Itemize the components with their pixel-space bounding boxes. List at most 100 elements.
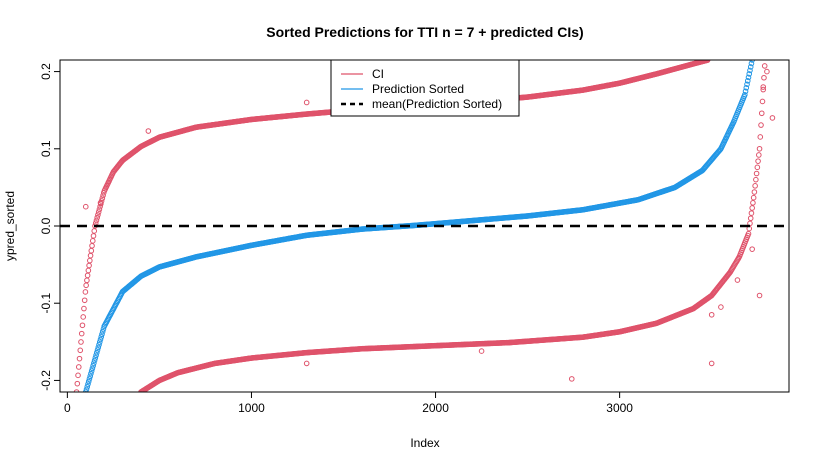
data-point [750,194,757,201]
outlier-point [303,99,310,106]
y-tick-label: 0.2 [39,63,53,80]
data-point [76,355,83,362]
data-point [74,380,81,387]
data-point [97,203,103,210]
y-tick-label: 0.0 [39,217,53,234]
series-prediction_sorted [82,60,755,392]
data-point [93,217,100,224]
data-point [758,110,765,117]
data-point [747,67,753,74]
data-point [91,360,97,366]
data-point [743,85,750,91]
data-point [754,164,761,171]
data-point [745,74,752,81]
data-point [757,134,764,140]
data-point [94,349,100,356]
legend: CI Prediction Sorted mean(Prediction Sor… [330,59,520,117]
outlier-point [145,128,152,134]
data-point [75,364,82,370]
x-tick-label: 2000 [422,401,449,415]
y-tick-label: 0.1 [39,140,53,157]
data-point [756,145,763,152]
data-point [77,347,84,354]
data-point [92,355,99,361]
data-point [744,78,751,84]
data-point [94,347,101,353]
data-point [100,192,106,199]
x-tick-label: 0 [64,401,71,415]
data-point [87,373,93,380]
data-point [753,176,759,183]
data-point [744,81,750,88]
data-point [97,336,104,343]
data-point [96,206,103,213]
data-point [84,383,91,390]
data-point [99,331,105,338]
outlier-point [708,360,715,367]
data-point [94,214,100,221]
data-point [88,368,95,374]
data-point [78,330,85,337]
data-point [78,339,84,345]
data-point [88,370,94,377]
data-point [746,71,753,77]
x-axis: 0 1000 2000 3000 [64,392,633,415]
data-point [758,122,764,128]
data-point [85,378,92,385]
outlier-point [734,277,741,283]
data-point [90,362,96,369]
data-point [89,365,96,372]
data-point [761,74,767,81]
data-point [95,209,102,215]
data-point [742,91,748,98]
data-point [753,170,760,177]
data-point [756,152,762,158]
data-point [750,200,756,206]
series-ci_lower [138,63,768,392]
data-point [749,205,755,211]
data-point [761,63,768,69]
data-point [760,86,767,93]
data-point [73,389,80,392]
data-point [99,195,106,201]
y-tick-label: -0.2 [39,370,53,391]
data-point [748,60,755,67]
data-point [86,376,93,382]
data-point [81,305,87,312]
data-point [80,314,86,320]
data-point [748,210,755,216]
outlier-point [718,304,724,310]
data-point [98,334,105,340]
outlier-point [568,376,575,382]
data-point [79,322,86,329]
outlier-point [303,360,310,367]
data-point [93,352,99,359]
data-point [99,328,106,335]
data-point [747,215,754,222]
data-point [752,183,758,189]
data-point [81,297,88,304]
data-point [96,341,102,348]
legend-prediction-label: Prediction Sorted [372,82,464,96]
legend-box [330,59,520,117]
data-point [96,339,103,345]
data-point [82,389,89,392]
outlier-point [82,203,89,210]
outlier-point [478,348,485,354]
data-point [95,344,102,351]
outlier-points [82,68,776,382]
data-point [95,212,101,218]
data-point [751,189,758,195]
data-point [742,88,749,95]
y-tick-label: -0.1 [39,293,53,314]
outlier-point [760,84,767,90]
data-point [85,381,91,387]
data-point [759,98,766,105]
outlier-point [97,200,104,206]
outlier-point [756,292,763,299]
x-axis-label: Index [410,436,439,450]
x-tick-label: 1000 [238,401,265,415]
outlier-point [708,311,715,318]
chart-title: Sorted Predictions for TTI n = 7 + predi… [266,24,583,40]
